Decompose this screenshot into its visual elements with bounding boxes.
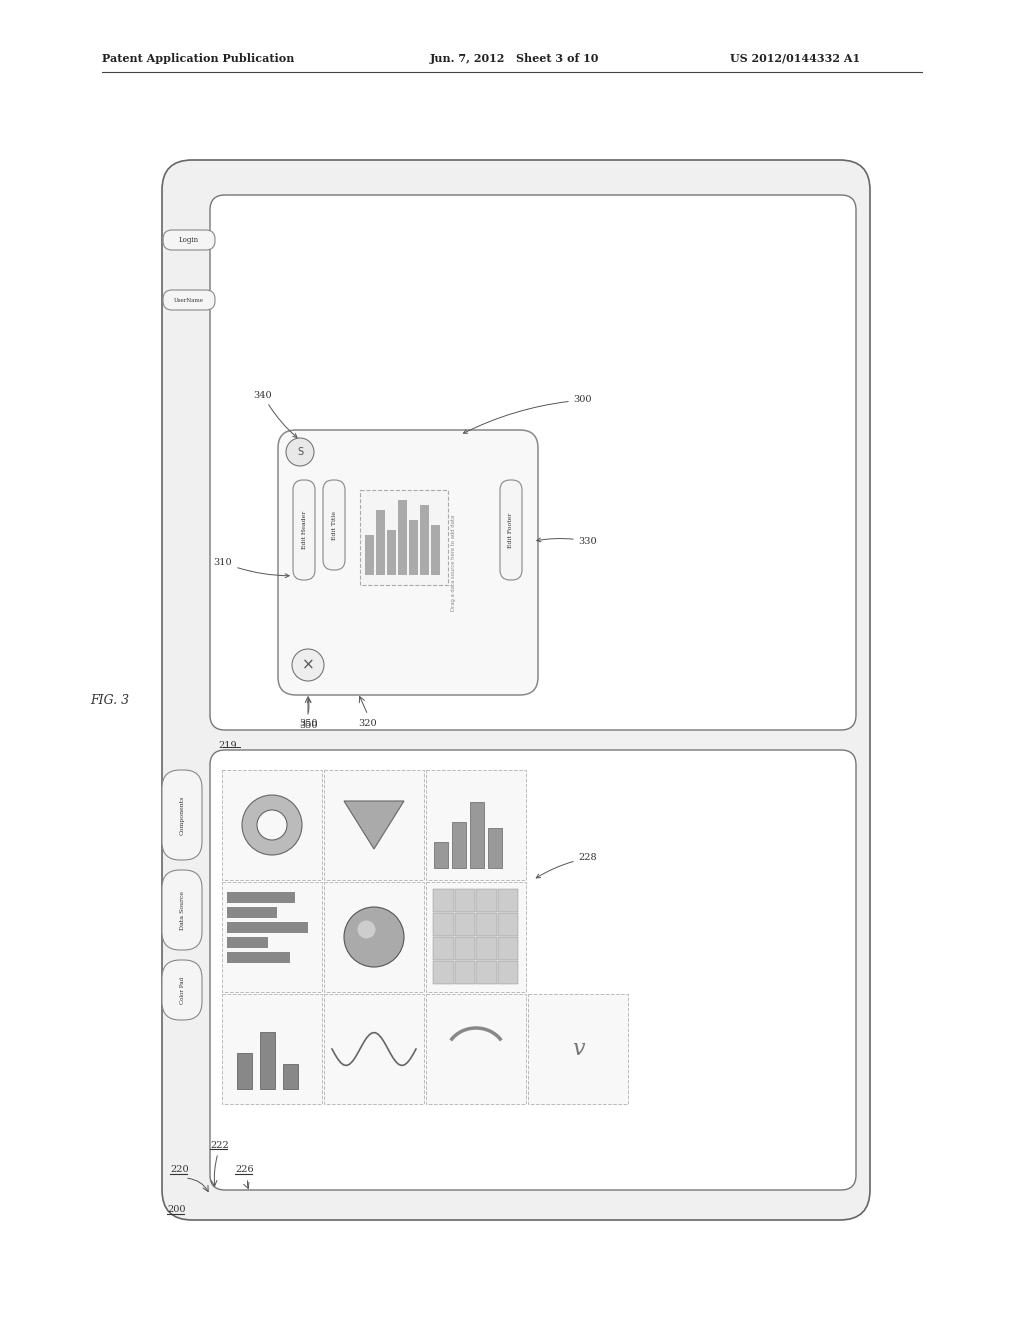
Bar xyxy=(455,961,475,983)
Text: 330: 330 xyxy=(537,537,597,545)
Bar xyxy=(433,937,454,960)
Bar xyxy=(498,937,518,960)
FancyBboxPatch shape xyxy=(162,960,202,1020)
Text: Data Source: Data Source xyxy=(179,891,184,929)
Bar xyxy=(433,961,454,983)
Bar xyxy=(365,535,374,576)
Bar xyxy=(528,994,628,1104)
Text: FIG. 3: FIG. 3 xyxy=(90,693,129,706)
FancyBboxPatch shape xyxy=(162,770,202,861)
Circle shape xyxy=(257,810,287,840)
Bar xyxy=(426,882,526,993)
FancyBboxPatch shape xyxy=(293,480,315,579)
Circle shape xyxy=(286,438,314,466)
Bar xyxy=(476,913,497,936)
Text: S: S xyxy=(297,447,303,457)
Text: v: v xyxy=(571,1038,585,1060)
Circle shape xyxy=(344,907,404,968)
Bar xyxy=(222,994,322,1104)
Bar xyxy=(227,921,308,933)
Bar xyxy=(222,882,322,993)
Circle shape xyxy=(242,795,302,855)
Bar xyxy=(222,770,322,880)
Text: 300: 300 xyxy=(464,396,592,433)
Text: UserName: UserName xyxy=(174,297,204,302)
Bar xyxy=(324,994,424,1104)
Bar xyxy=(434,842,449,869)
Bar xyxy=(409,520,418,576)
Bar xyxy=(324,770,424,880)
Bar xyxy=(426,994,526,1104)
Bar xyxy=(498,913,518,936)
Bar xyxy=(498,961,518,983)
FancyBboxPatch shape xyxy=(210,750,856,1191)
Bar xyxy=(433,888,454,912)
Text: 310: 310 xyxy=(214,558,289,578)
Bar xyxy=(398,500,407,576)
Bar xyxy=(476,937,497,960)
Bar xyxy=(237,1053,252,1089)
Bar xyxy=(387,531,396,576)
Bar xyxy=(227,907,276,917)
Text: Edit Title: Edit Title xyxy=(332,511,337,540)
Bar xyxy=(498,888,518,912)
Bar xyxy=(455,913,475,936)
Text: 228: 228 xyxy=(537,854,597,878)
Bar xyxy=(360,490,449,585)
Text: 220: 220 xyxy=(170,1166,188,1175)
Bar xyxy=(420,506,429,576)
Text: 200: 200 xyxy=(167,1205,185,1214)
FancyBboxPatch shape xyxy=(278,430,538,696)
Text: Components: Components xyxy=(179,795,184,834)
Bar xyxy=(455,937,475,960)
Text: Color Pad: Color Pad xyxy=(179,977,184,1003)
Bar xyxy=(455,888,475,912)
Bar xyxy=(488,829,502,869)
Text: ×: × xyxy=(302,657,314,672)
Text: Patent Application Publication: Patent Application Publication xyxy=(102,53,294,63)
Text: 350: 350 xyxy=(299,718,317,727)
FancyBboxPatch shape xyxy=(163,290,215,310)
Bar xyxy=(452,822,466,869)
Bar xyxy=(283,1064,298,1089)
Bar xyxy=(431,525,440,576)
FancyBboxPatch shape xyxy=(323,480,345,570)
Bar xyxy=(433,913,454,936)
Bar xyxy=(324,882,424,993)
Bar xyxy=(470,803,484,869)
Bar xyxy=(260,1032,275,1089)
Bar xyxy=(227,952,290,964)
Bar xyxy=(426,770,526,880)
Text: 224: 224 xyxy=(165,830,183,840)
Text: 350: 350 xyxy=(299,721,317,730)
Text: 219: 219 xyxy=(219,741,238,750)
Bar xyxy=(476,961,497,983)
Bar xyxy=(376,510,385,576)
Text: Drag a data source here to add data: Drag a data source here to add data xyxy=(451,515,456,611)
Bar xyxy=(227,937,267,948)
Bar xyxy=(476,888,497,912)
Polygon shape xyxy=(344,801,404,849)
Text: Edit Footer: Edit Footer xyxy=(509,512,513,548)
FancyBboxPatch shape xyxy=(162,160,870,1220)
Text: Login: Login xyxy=(179,236,199,244)
FancyBboxPatch shape xyxy=(500,480,522,579)
Text: Edit Header: Edit Header xyxy=(301,511,306,549)
Text: 222: 222 xyxy=(210,1140,228,1150)
Bar xyxy=(227,892,295,903)
Text: 340: 340 xyxy=(254,391,297,437)
FancyBboxPatch shape xyxy=(162,870,202,950)
Text: Jun. 7, 2012   Sheet 3 of 10: Jun. 7, 2012 Sheet 3 of 10 xyxy=(430,53,599,63)
Text: 226: 226 xyxy=(234,1166,254,1175)
Circle shape xyxy=(292,649,324,681)
FancyBboxPatch shape xyxy=(210,195,856,730)
FancyBboxPatch shape xyxy=(163,230,215,249)
Text: 320: 320 xyxy=(358,718,377,727)
Circle shape xyxy=(357,920,376,939)
Text: US 2012/0144332 A1: US 2012/0144332 A1 xyxy=(730,53,860,63)
